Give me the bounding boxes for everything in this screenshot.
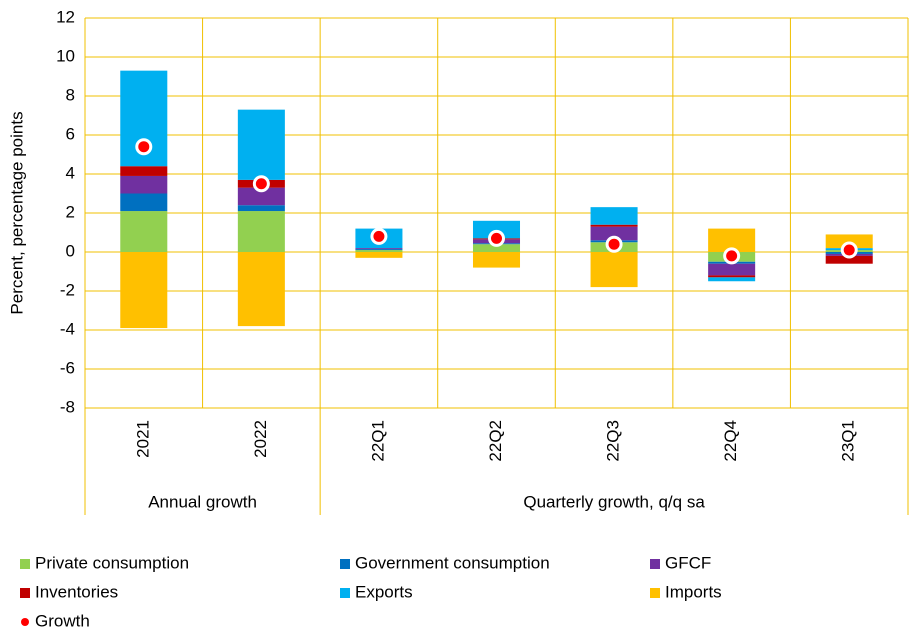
y-tick-label: -2 [60, 280, 75, 299]
bar-segment [590, 224, 638, 227]
bar-segment [472, 244, 521, 252]
bar-segment [237, 252, 285, 327]
bar-segment [237, 211, 285, 252]
y-tick-label: 6 [66, 124, 75, 143]
legend-swatch [21, 618, 29, 626]
bar-segment [590, 226, 638, 241]
x-tick-label: 22Q2 [486, 420, 505, 462]
growth-point [605, 235, 623, 253]
growth-point [370, 227, 388, 245]
y-tick-label: -8 [60, 397, 75, 416]
bar-segment [708, 277, 756, 282]
bar-segment [237, 109, 285, 180]
y-tick-label: 10 [56, 46, 75, 65]
y-tick-label: 12 [56, 7, 75, 26]
legend-label: GFCF [665, 553, 711, 572]
legend-swatch [650, 559, 660, 569]
group-label: Quarterly growth, q/q sa [523, 492, 705, 511]
bar-segment [355, 248, 403, 250]
y-tick-label: -4 [60, 319, 75, 338]
growth-point [135, 138, 153, 156]
x-tick-label: 22Q1 [368, 420, 387, 462]
growth-point [488, 229, 505, 247]
legend-label: Government consumption [355, 553, 550, 572]
y-axis-label: Percent, percentage points [7, 111, 26, 314]
y-tick-label: 8 [66, 85, 75, 104]
bar-segment [825, 255, 873, 264]
legend-swatch [650, 588, 660, 598]
bar-segment [825, 234, 873, 249]
bar-segment [708, 263, 756, 276]
bar-segment [590, 252, 638, 288]
legend-swatch [20, 588, 30, 598]
legend-label: Imports [665, 582, 722, 601]
bar-segment [237, 187, 285, 206]
bar-segment [355, 252, 403, 258]
legend-label: Exports [355, 582, 413, 601]
legend-swatch [20, 559, 30, 569]
legend-swatch [340, 559, 350, 569]
legend-swatch [340, 588, 350, 598]
x-tick-label: 2022 [251, 420, 270, 458]
x-tick-label: 23Q1 [839, 420, 858, 462]
bar-segment [355, 249, 403, 251]
bar-segment [120, 175, 168, 194]
y-tick-label: 0 [66, 241, 75, 260]
x-tick-label: 22Q3 [604, 420, 623, 462]
legend-label: Growth [35, 611, 90, 630]
y-tick-label: -6 [60, 358, 75, 377]
x-tick-label: 2021 [133, 420, 152, 458]
bar-segment [237, 205, 285, 212]
growth-point [840, 241, 858, 259]
x-tick-label: 22Q4 [721, 420, 740, 462]
growth-point [723, 247, 741, 265]
legend-label: Private consumption [35, 553, 189, 572]
bar-segment [708, 228, 756, 252]
bar-segment [120, 252, 168, 329]
bar-segment [120, 166, 168, 176]
bar-segment [590, 207, 638, 225]
bar-segment [120, 193, 168, 212]
group-label: Annual growth [148, 492, 257, 511]
bar-segment [472, 252, 521, 268]
legend-label: Inventories [35, 582, 118, 601]
bar-segment [355, 250, 403, 252]
bar-segment [120, 211, 168, 252]
y-tick-label: 4 [66, 163, 75, 182]
bar-segment [708, 275, 756, 278]
y-tick-label: 2 [66, 202, 75, 221]
growth-point [252, 175, 270, 193]
bar-segment [472, 220, 521, 239]
